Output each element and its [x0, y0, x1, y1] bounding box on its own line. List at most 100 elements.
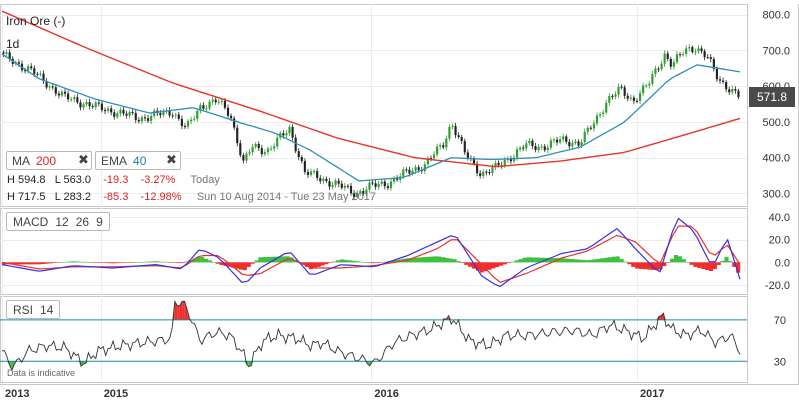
- candle-body: [205, 108, 207, 109]
- macd-histogram-bar: [332, 262, 336, 263]
- candle-body: [101, 104, 103, 110]
- macd-histogram-bar: [146, 262, 150, 263]
- candle-body: [648, 84, 650, 86]
- macd-histogram-bar: [52, 262, 56, 263]
- instrument-title: Iron Ore (-): [6, 14, 65, 28]
- candle-body: [731, 89, 733, 92]
- macd-histogram-bar: [449, 259, 453, 263]
- candle-body: [6, 52, 8, 53]
- timeframe-label[interactable]: 1d: [6, 37, 19, 51]
- candle-body: [264, 152, 266, 154]
- candle-body: [611, 96, 613, 97]
- candle-body: [704, 51, 706, 57]
- macd-histogram-bar: [161, 262, 165, 263]
- macd-histogram-bar: [84, 262, 88, 263]
- macd-histogram-bar: [103, 262, 107, 263]
- candle-body: [402, 169, 404, 176]
- macd-histogram-bar: [453, 259, 457, 262]
- macd-histogram-bar: [181, 262, 185, 263]
- data-disclaimer: Data is indicative: [7, 368, 75, 378]
- stats-range-high: H 717.5: [7, 191, 46, 203]
- candle-body: [451, 126, 453, 127]
- candle-body: [445, 139, 447, 148]
- candle-body: [202, 105, 204, 109]
- candle-body: [439, 145, 441, 146]
- candle-body: [285, 133, 287, 135]
- macd-axis-tick-label: 0.0: [775, 257, 790, 269]
- macd-label: MACD: [13, 215, 48, 229]
- candle-body: [159, 113, 161, 115]
- candle-body: [208, 102, 210, 109]
- macd-histogram-bar: [519, 259, 523, 262]
- macd-histogram-bar: [212, 262, 216, 263]
- candle-body: [661, 64, 663, 69]
- candle-body: [64, 92, 66, 94]
- candle-body: [565, 136, 567, 141]
- candle-body: [301, 157, 303, 161]
- candle-body: [141, 117, 143, 121]
- candle-body: [331, 185, 333, 187]
- macd-histogram-bar: [80, 262, 84, 263]
- candle-body: [58, 94, 60, 96]
- price-axis-tick-label: 300.0: [762, 188, 790, 200]
- macd-histogram-bar: [592, 259, 596, 262]
- macd-histogram-bar: [359, 262, 363, 263]
- macd-histogram-bar: [589, 260, 593, 262]
- ma-remove-icon[interactable]: ✖: [78, 152, 89, 168]
- candle-body: [568, 142, 570, 147]
- macd-histogram-bar: [258, 257, 262, 262]
- macd-histogram-bar: [530, 257, 534, 262]
- macd-axis-tick-label: -20.0: [765, 280, 790, 292]
- macd-histogram-bar: [363, 262, 367, 263]
- candle-body: [550, 140, 552, 147]
- rsi-overbought-fill: [177, 306, 179, 320]
- price-axis-tick-label: 700.0: [762, 45, 790, 57]
- macd-histogram-bar: [627, 262, 631, 264]
- candle-body: [292, 127, 294, 138]
- macd-histogram-bar: [239, 262, 243, 269]
- candle-body: [338, 181, 340, 184]
- candle-body: [193, 119, 195, 120]
- macd-histogram-bar: [682, 259, 686, 262]
- macd-histogram-bar: [247, 262, 251, 267]
- macd-histogram-bar: [355, 261, 359, 262]
- macd-histogram-bar: [635, 262, 639, 268]
- candle-body: [405, 169, 407, 170]
- macd-histogram-bar: [488, 262, 492, 269]
- candle-body: [685, 48, 687, 54]
- ema-label: EMA: [101, 154, 127, 168]
- candle-body: [624, 87, 626, 95]
- candle-body: [448, 127, 450, 139]
- candle-body: [657, 69, 659, 70]
- macd-histogram-bar: [371, 262, 375, 263]
- candle-body: [104, 110, 106, 111]
- candle-body: [538, 147, 540, 150]
- candle-body: [82, 104, 84, 107]
- candle-body: [184, 126, 186, 127]
- candle-body: [258, 144, 260, 148]
- candle-body: [562, 136, 564, 139]
- macd-panel-frame: [1, 209, 748, 295]
- candle-body: [654, 69, 656, 74]
- macd-histogram-bar: [511, 262, 515, 263]
- macd-histogram-bar: [507, 262, 511, 263]
- macd-histogram-bar: [670, 259, 674, 263]
- candle-body: [119, 110, 121, 113]
- candle-body: [464, 141, 466, 152]
- candle-body: [178, 115, 180, 119]
- ema-remove-icon[interactable]: ✖: [166, 152, 177, 168]
- macd-histogram-bar: [437, 256, 441, 262]
- candle-body: [175, 115, 177, 116]
- candle-body: [147, 118, 149, 121]
- candle-body: [387, 186, 389, 188]
- candle-body: [196, 111, 198, 119]
- macd-histogram-bar: [95, 262, 99, 263]
- candle-body: [670, 59, 672, 67]
- macd-histogram-bar: [666, 262, 670, 263]
- candle-body: [694, 51, 696, 52]
- macd-histogram-bar: [456, 261, 460, 262]
- macd-histogram-bar: [56, 262, 60, 263]
- macd-histogram-bar: [76, 262, 80, 263]
